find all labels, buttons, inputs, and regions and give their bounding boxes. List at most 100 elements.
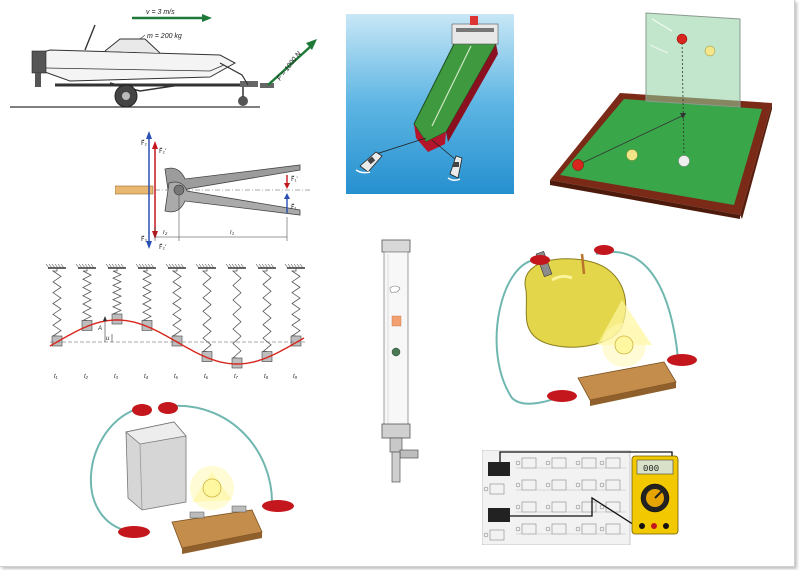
spring-weight [111, 313, 123, 325]
spring [82, 268, 92, 321]
label-r2: r₂ [163, 230, 168, 236]
time-label: t₃ [114, 374, 119, 380]
time-label: t₄ [144, 374, 149, 380]
coin [391, 347, 401, 357]
tugboat-left [355, 151, 383, 174]
reflected-path [577, 114, 685, 166]
probe-socket-a [663, 523, 669, 529]
boat-trailer [55, 62, 274, 108]
wire-right [169, 404, 273, 503]
outboard-motor [31, 50, 47, 74]
digital-multimeter: 000 [631, 455, 679, 535]
clip-lemon-left [530, 255, 550, 265]
pliers [164, 164, 301, 216]
wire-left [89, 409, 135, 533]
spring [171, 268, 182, 337]
clip-board-right [667, 354, 697, 366]
tube-cap [381, 239, 411, 253]
boat-trailer-diagram: v = 3 m/s m = 200 kg F = 10 [10, 9, 317, 108]
label-f1-prime: F⃗₁' [291, 175, 298, 183]
spring-weight [51, 335, 63, 347]
time-label: t₈ [264, 374, 269, 380]
displacement-label: u [106, 336, 110, 342]
time-label: t₁ [54, 374, 58, 380]
spring-weight [290, 335, 302, 347]
panel-component [489, 529, 505, 541]
spring-weight [141, 320, 153, 331]
spring-weight [231, 357, 243, 369]
ball-white [678, 155, 690, 167]
panel-components [483, 457, 626, 541]
multimeter-readout: 000 [643, 464, 659, 474]
spring-weight [261, 351, 273, 362]
force-label: F = 1000 N [276, 50, 303, 82]
tugboat-right [447, 155, 463, 182]
label-f3: F⃗₃ [141, 235, 147, 243]
valve-stem [391, 451, 401, 483]
clip-battery-left [132, 404, 152, 416]
spring [51, 268, 62, 337]
billiard-table-reflection [550, 12, 772, 219]
spring [201, 268, 212, 352]
displacement-curve [49, 319, 305, 365]
amplitude-label: A [97, 326, 102, 332]
time-label: t₇ [234, 374, 239, 380]
spring-weight [201, 351, 213, 362]
ball-red-reflection [676, 33, 688, 45]
spring [142, 268, 152, 321]
probe-socket-com [639, 523, 645, 529]
ball-red [572, 159, 584, 171]
spring-weight [171, 335, 183, 347]
ball-yellow-reflection [704, 45, 716, 57]
spring-weight [81, 320, 93, 331]
terminal-right [231, 505, 247, 513]
label-f1: F⃗₁ [291, 203, 296, 211]
light-bulb [614, 335, 634, 355]
wire-piece [115, 185, 154, 195]
time-label: t₉ [293, 374, 298, 380]
time-label: t₆ [204, 374, 209, 380]
copper-electrode [580, 253, 586, 275]
feather [389, 285, 401, 293]
billiard-table [550, 93, 772, 219]
probe-lead-bottom [510, 496, 643, 531]
fall-tube-apparatus [381, 239, 419, 483]
wire-right [595, 251, 679, 359]
mirror-pane [645, 12, 741, 108]
battery-bulb-circuit [89, 402, 294, 554]
light-bulb [202, 478, 222, 498]
clip-lemon-right [594, 245, 614, 255]
tow-line-left [375, 137, 427, 155]
label-r1: r₁ [230, 230, 234, 236]
velocity-label: v = 3 m/s [146, 9, 175, 16]
paper-piece [391, 315, 402, 327]
terminal-left [189, 511, 205, 519]
speedboat [31, 24, 237, 87]
multimeter-display [636, 459, 674, 475]
valve-handle [399, 449, 419, 459]
flat-battery [125, 421, 187, 511]
ball-yellow [626, 149, 638, 161]
tanker-tugboats-illustration [346, 14, 514, 194]
panel-component [489, 483, 505, 495]
probe-socket-v [651, 523, 657, 529]
spring-series [45, 263, 305, 369]
lemon-battery-circuit [495, 245, 697, 406]
spring [261, 268, 272, 352]
clip-battery-right [158, 402, 178, 414]
pliers-torque-diagram: F⃗₂ F⃗₂' F⃗₁' F⃗₁ F⃗₃ F⃗₂' r₂ r₁ [115, 131, 310, 251]
time-label: t₂ [84, 374, 89, 380]
spring [290, 268, 301, 337]
spring [231, 268, 242, 359]
clip-board-right [262, 500, 294, 512]
spring-oscillation-diagram: A u t₁ t₂ t₃ t₄ t₅ t₆ t₇ t₈ t₉ [45, 263, 305, 380]
label-f2: F⃗₂ [141, 139, 147, 147]
label-f2-prime: F⃗₂' [159, 147, 166, 155]
mass-label: m = 200 kg [147, 33, 182, 40]
time-labels: t₁ t₂ t₃ t₄ t₅ t₆ t₇ t₈ t₉ [54, 374, 298, 380]
time-label: t₅ [174, 374, 179, 380]
wire-left [495, 258, 563, 405]
force-arrow [267, 46, 311, 86]
